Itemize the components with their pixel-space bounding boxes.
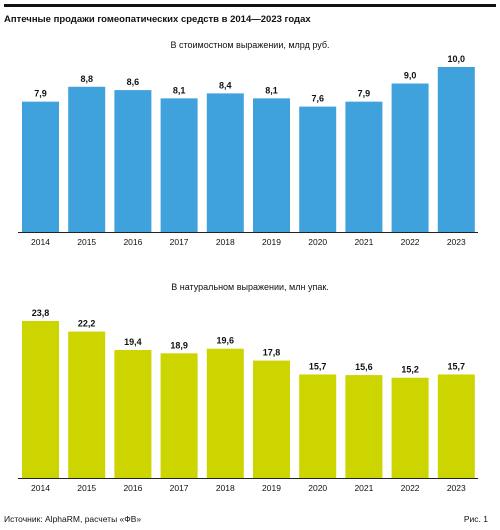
volume-bar-2014 [22, 321, 59, 478]
value-value-label-2022: 9,0 [404, 71, 417, 81]
figure-number: Рис. 1 [463, 514, 488, 524]
volume-bar-2017 [160, 353, 198, 478]
value-chart-subtitle: В стоимостном выражении, млрд руб. [170, 40, 330, 50]
value-bar-2015 [68, 86, 106, 232]
volume-year-label-2016: 2016 [123, 483, 142, 493]
volume-year-label-2017: 2017 [170, 483, 189, 493]
value-value-label-2016: 8,6 [127, 77, 140, 87]
value-value-label-2014: 7,9 [34, 89, 47, 99]
value-value-label-2020: 7,6 [311, 94, 324, 104]
volume-year-label-2020: 2020 [308, 483, 327, 493]
value-year-label-2015: 2015 [77, 237, 96, 247]
volume-value-label-2018: 19,6 [217, 336, 235, 346]
value-bar-2021 [345, 101, 383, 233]
value-year-label-2020: 2020 [308, 237, 327, 247]
volume-value-label-2021: 15,6 [355, 362, 373, 372]
value-year-label-2023: 2023 [447, 237, 466, 247]
volume-value-label-2015: 22,2 [78, 319, 96, 329]
value-year-label-2018: 2018 [216, 237, 235, 247]
value-year-label-2019: 2019 [262, 237, 281, 247]
volume-bar-2023 [437, 374, 475, 478]
volume-value-label-2017: 18,9 [170, 340, 188, 350]
volume-chart-subtitle: В натуральном выражении, млн упак. [171, 282, 329, 292]
value-year-label-2017: 2017 [170, 237, 189, 247]
volume-bar-chart: 23,8 2014 22,2 2015 19,4 2016 18,9 2017 19,6 2018… [18, 308, 478, 493]
value-bar-chart: 7,9 2014 8,8 2015 8,6 2016 8,1 2017 8,4 2018 8,1 20… [18, 54, 478, 247]
volume-year-label-2014: 2014 [31, 483, 50, 493]
value-bar-2022 [391, 83, 429, 232]
value-bar-2023 [437, 67, 475, 232]
volume-bar-2021 [345, 375, 383, 478]
value-value-label-2023: 10,0 [448, 54, 466, 64]
volume-bar-2022 [391, 377, 429, 478]
value-year-label-2014: 2014 [31, 237, 50, 247]
volume-value-label-2023: 15,7 [448, 361, 466, 371]
volume-year-label-2018: 2018 [216, 483, 235, 493]
volume-bar-2018 [206, 348, 244, 478]
value-value-label-2019: 8,1 [265, 85, 278, 95]
volume-bar-2015 [68, 331, 106, 478]
value-value-label-2018: 8,4 [219, 80, 232, 90]
value-year-label-2022: 2022 [401, 237, 420, 247]
value-year-label-2021: 2021 [354, 237, 373, 247]
value-bar-2017 [160, 98, 198, 232]
value-bar-2020 [299, 106, 337, 232]
volume-year-label-2019: 2019 [262, 483, 281, 493]
value-bar-2014 [22, 101, 59, 233]
volume-bar-2019 [253, 360, 290, 478]
value-bar-2016 [114, 90, 152, 232]
top-rule [4, 4, 496, 7]
volume-year-label-2021: 2021 [354, 483, 373, 493]
volume-year-label-2023: 2023 [447, 483, 466, 493]
volume-value-label-2020: 15,7 [309, 361, 327, 371]
figure-title: Аптечные продажи гомеопатических средств… [4, 14, 311, 25]
volume-value-label-2019: 17,8 [263, 348, 281, 358]
volume-bar-2016 [114, 350, 152, 478]
value-value-label-2017: 8,1 [173, 85, 186, 95]
volume-year-label-2015: 2015 [77, 483, 96, 493]
volume-year-label-2022: 2022 [401, 483, 420, 493]
volume-value-label-2014: 23,8 [32, 308, 50, 318]
source-note: Источник: AlphaRM, расчеты «ФВ» [4, 514, 142, 524]
value-bar-2019 [253, 98, 290, 232]
value-bar-2018 [206, 93, 244, 233]
volume-bar-2020 [299, 374, 337, 478]
volume-value-label-2022: 15,2 [401, 365, 419, 375]
volume-value-label-2016: 19,4 [124, 337, 142, 347]
value-value-label-2015: 8,8 [80, 74, 93, 84]
value-year-label-2016: 2016 [123, 237, 142, 247]
value-value-label-2021: 7,9 [358, 89, 371, 99]
